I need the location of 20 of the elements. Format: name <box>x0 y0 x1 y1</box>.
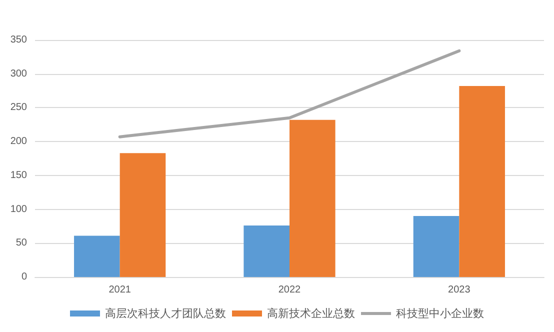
bar <box>459 86 505 277</box>
y-tick-label: 200 <box>10 136 28 148</box>
bar <box>244 226 290 277</box>
x-tick-label: 2021 <box>108 284 132 296</box>
y-tick-label: 150 <box>10 170 28 181</box>
bar <box>413 216 460 277</box>
x-tick-label: 2022 <box>278 284 302 296</box>
y-tick-label: 350 <box>10 34 28 46</box>
legend-label: 科技型中小企业数 <box>396 307 484 320</box>
y-tick-label: 50 <box>16 238 28 249</box>
y-tick-label: 100 <box>10 204 28 215</box>
y-tick-label: 250 <box>10 102 28 114</box>
legend-label: 高新技术企业总数 <box>267 307 355 320</box>
legend-label: 高层次科技人才团队总数 <box>105 307 226 320</box>
x-tick-label: 2023 <box>448 284 471 296</box>
y-tick-label: 300 <box>10 68 28 80</box>
y-tick-label: 0 <box>21 272 28 282</box>
bar <box>120 153 166 277</box>
bar <box>74 236 120 277</box>
bar <box>290 120 336 277</box>
